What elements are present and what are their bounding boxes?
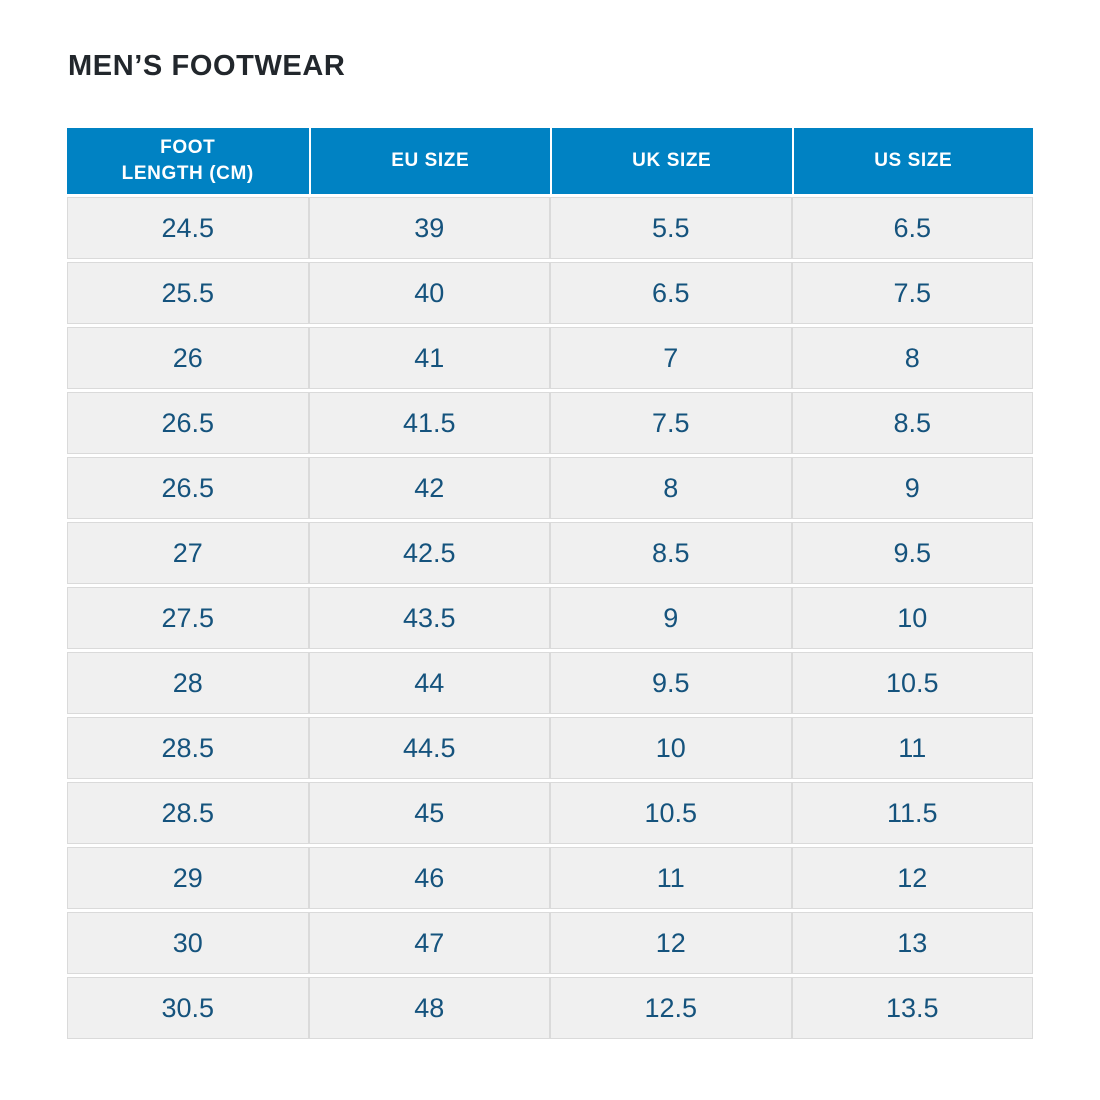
cell-us-size: 12	[791, 847, 1033, 909]
cell-uk-size: 12.5	[550, 977, 792, 1039]
table-row: 24.5 39 5.5 6.5	[67, 197, 1033, 259]
table-row: 26.5 42 8 9	[67, 457, 1033, 519]
table-row: 28 44 9.5 10.5	[67, 652, 1033, 714]
table-row: 27 42.5 8.5 9.5	[67, 522, 1033, 584]
cell-uk-size: 12	[550, 912, 792, 974]
cell-foot-length: 26.5	[67, 457, 309, 519]
cell-foot-length: 24.5	[67, 197, 309, 259]
column-header-eu-size: EU SIZE	[308, 128, 550, 194]
table-row: 30 47 12 13	[67, 912, 1033, 974]
cell-foot-length: 27.5	[67, 587, 309, 649]
cell-eu-size: 39	[308, 197, 550, 259]
table-row: 30.5 48 12.5 13.5	[67, 977, 1033, 1039]
cell-uk-size: 7	[550, 327, 792, 389]
cell-uk-size: 9.5	[550, 652, 792, 714]
cell-eu-size: 45	[308, 782, 550, 844]
cell-us-size: 8	[791, 327, 1033, 389]
table-row: 29 46 11 12	[67, 847, 1033, 909]
cell-us-size: 6.5	[791, 197, 1033, 259]
table-row: 28.5 45 10.5 11.5	[67, 782, 1033, 844]
cell-us-size: 9.5	[791, 522, 1033, 584]
cell-us-size: 10.5	[791, 652, 1033, 714]
cell-foot-length: 28	[67, 652, 309, 714]
cell-eu-size: 46	[308, 847, 550, 909]
cell-eu-size: 41	[308, 327, 550, 389]
cell-uk-size: 10	[550, 717, 792, 779]
table-row: 26 41 7 8	[67, 327, 1033, 389]
cell-eu-size: 48	[308, 977, 550, 1039]
cell-uk-size: 7.5	[550, 392, 792, 454]
column-header-uk-size: UK SIZE	[550, 128, 792, 194]
cell-us-size: 7.5	[791, 262, 1033, 324]
cell-us-size: 8.5	[791, 392, 1033, 454]
page-title: MEN’S FOOTWEAR	[68, 50, 346, 82]
cell-us-size: 10	[791, 587, 1033, 649]
cell-us-size: 13	[791, 912, 1033, 974]
cell-foot-length: 29	[67, 847, 309, 909]
cell-eu-size: 40	[308, 262, 550, 324]
column-header-foot-length: FOOT LENGTH (CM)	[67, 128, 309, 194]
cell-eu-size: 43.5	[308, 587, 550, 649]
cell-eu-size: 42	[308, 457, 550, 519]
cell-eu-size: 41.5	[308, 392, 550, 454]
cell-uk-size: 11	[550, 847, 792, 909]
cell-uk-size: 9	[550, 587, 792, 649]
cell-us-size: 11.5	[791, 782, 1033, 844]
cell-foot-length: 27	[67, 522, 309, 584]
cell-eu-size: 44	[308, 652, 550, 714]
table-row: 25.5 40 6.5 7.5	[67, 262, 1033, 324]
table-row: 28.5 44.5 10 11	[67, 717, 1033, 779]
size-chart-body: 24.5 39 5.5 6.5 25.5 40 6.5 7.5 26 41 7 …	[67, 197, 1033, 1039]
size-chart-header: FOOT LENGTH (CM) EU SIZE UK SIZE US SIZE	[67, 128, 1033, 194]
cell-foot-length: 28.5	[67, 782, 309, 844]
cell-foot-length: 30	[67, 912, 309, 974]
cell-uk-size: 10.5	[550, 782, 792, 844]
cell-foot-length: 28.5	[67, 717, 309, 779]
header-row: FOOT LENGTH (CM) EU SIZE UK SIZE US SIZE	[67, 128, 1033, 194]
cell-uk-size: 8.5	[550, 522, 792, 584]
cell-us-size: 9	[791, 457, 1033, 519]
cell-eu-size: 42.5	[308, 522, 550, 584]
cell-us-size: 11	[791, 717, 1033, 779]
cell-foot-length: 26.5	[67, 392, 309, 454]
size-chart-table: FOOT LENGTH (CM) EU SIZE UK SIZE US SIZE…	[67, 125, 1033, 1042]
cell-us-size: 13.5	[791, 977, 1033, 1039]
cell-eu-size: 44.5	[308, 717, 550, 779]
cell-uk-size: 8	[550, 457, 792, 519]
cell-foot-length: 30.5	[67, 977, 309, 1039]
table-row: 27.5 43.5 9 10	[67, 587, 1033, 649]
cell-foot-length: 26	[67, 327, 309, 389]
cell-foot-length: 25.5	[67, 262, 309, 324]
cell-uk-size: 6.5	[550, 262, 792, 324]
cell-uk-size: 5.5	[550, 197, 792, 259]
cell-eu-size: 47	[308, 912, 550, 974]
column-header-us-size: US SIZE	[791, 128, 1033, 194]
table-row: 26.5 41.5 7.5 8.5	[67, 392, 1033, 454]
